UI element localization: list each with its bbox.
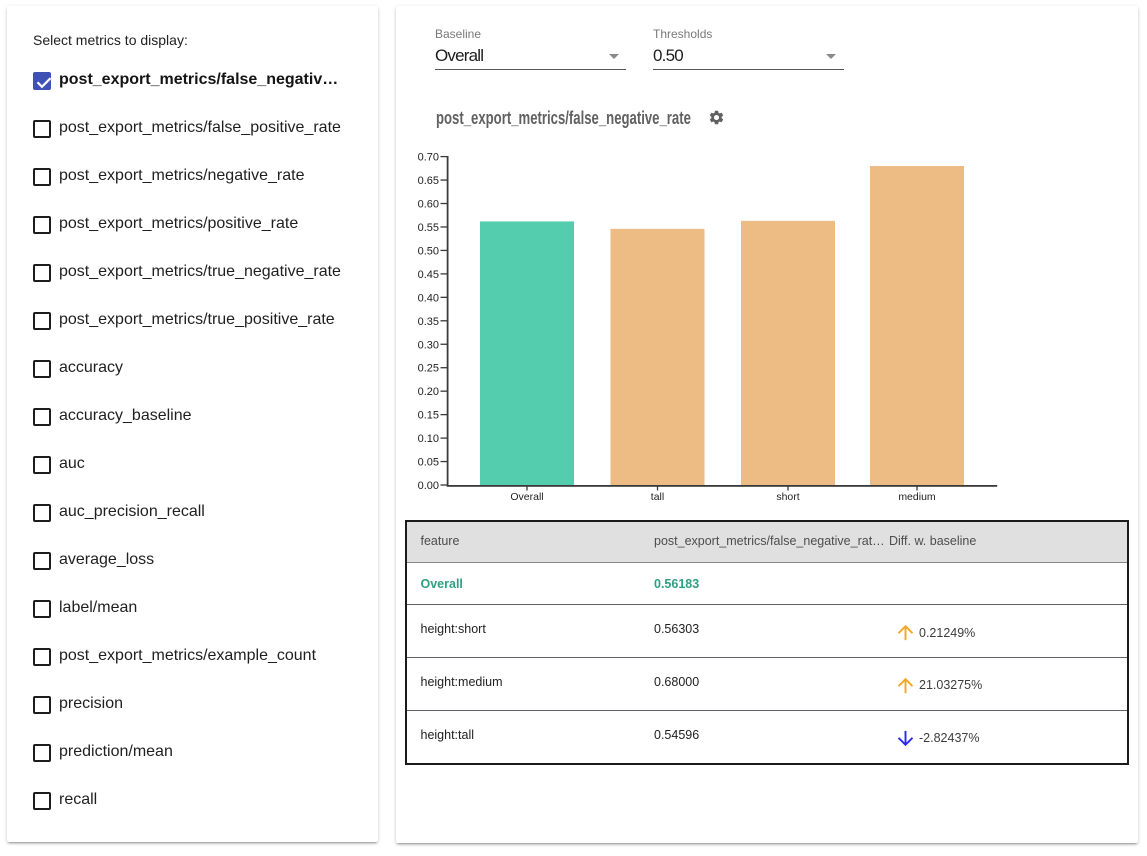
svg-text:0.20: 0.20 xyxy=(418,386,439,398)
svg-text:Overall: Overall xyxy=(510,491,543,503)
svg-text:0.50: 0.50 xyxy=(418,245,439,257)
svg-text:0.00: 0.00 xyxy=(418,480,439,492)
svg-text:0.05: 0.05 xyxy=(418,457,439,469)
svg-text:short: short xyxy=(776,491,799,503)
svg-text:0.45: 0.45 xyxy=(418,269,439,281)
svg-text:0.15: 0.15 xyxy=(418,410,439,422)
svg-text:0.10: 0.10 xyxy=(418,433,439,445)
svg-text:medium: medium xyxy=(898,491,936,503)
svg-text:tall: tall xyxy=(651,491,664,503)
svg-text:0.70: 0.70 xyxy=(418,152,439,164)
svg-text:0.25: 0.25 xyxy=(418,363,439,375)
svg-text:0.65: 0.65 xyxy=(418,175,439,187)
svg-text:0.30: 0.30 xyxy=(418,339,439,351)
svg-text:0.40: 0.40 xyxy=(418,292,439,304)
svg-text:0.55: 0.55 xyxy=(418,222,439,234)
svg-text:0.60: 0.60 xyxy=(418,199,439,211)
svg-text:0.35: 0.35 xyxy=(418,316,439,328)
